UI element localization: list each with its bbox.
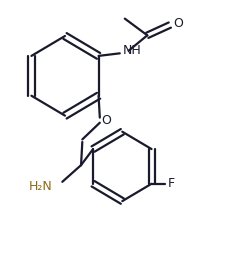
- Text: NH: NH: [123, 44, 142, 57]
- Text: F: F: [168, 177, 175, 190]
- Text: H₂N: H₂N: [28, 180, 52, 194]
- Text: O: O: [174, 17, 184, 30]
- Text: O: O: [101, 114, 111, 127]
